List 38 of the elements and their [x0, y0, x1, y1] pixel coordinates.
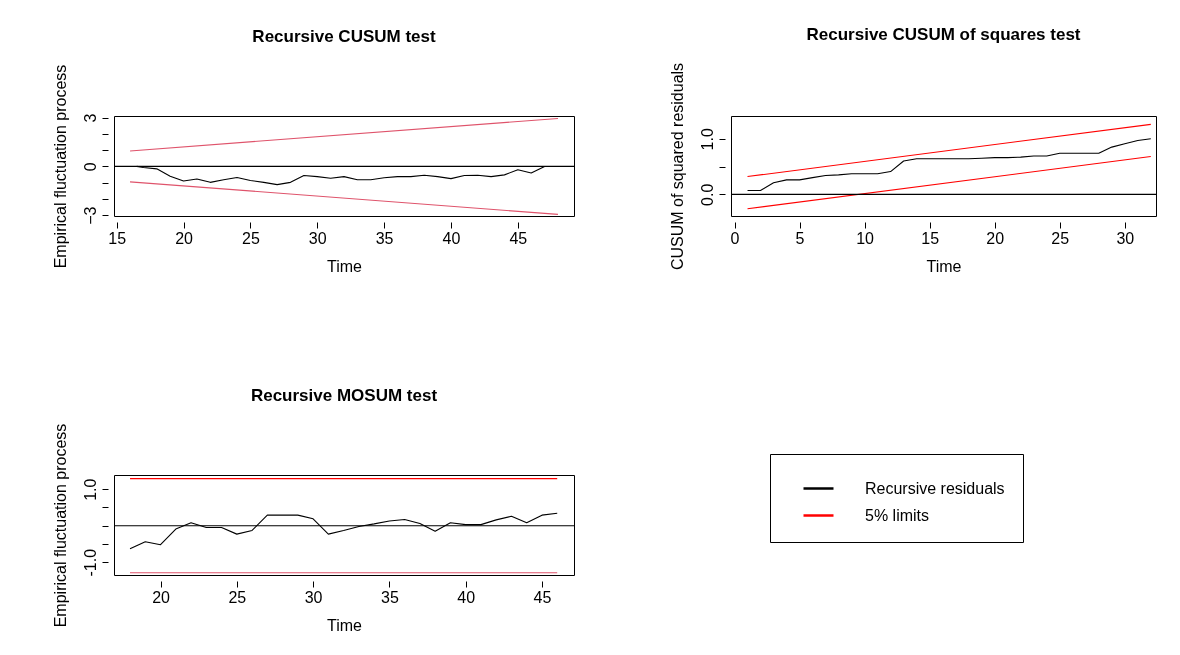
x-tick-label: 40 — [457, 588, 476, 606]
chart-title: Recursive CUSUM of squares test — [806, 25, 1081, 45]
x-tick-label: 5 — [795, 229, 805, 247]
x-tick-label: 0 — [730, 229, 740, 247]
legend-label: Recursive residuals — [865, 479, 1005, 497]
x-tick-label: 45 — [533, 588, 552, 606]
y-axis-title: CUSUM of squared residuals — [668, 62, 686, 271]
legend-label: 5% limits — [865, 506, 930, 524]
x-tick-label: 25 — [1051, 229, 1070, 247]
x-axis-title: Time — [926, 257, 962, 275]
x-tick-label: 35 — [380, 588, 399, 606]
chart-title: Recursive CUSUM test — [252, 27, 436, 47]
y-axis-title: Empirical fluctuation process — [51, 423, 69, 628]
y-tick-label: 0 — [81, 162, 99, 172]
x-tick-label: 25 — [228, 588, 247, 606]
x-axis-title: Time — [327, 616, 363, 634]
x-tick-label: 30 — [304, 588, 323, 606]
x-tick-label: 10 — [856, 229, 875, 247]
x-tick-label: 20 — [175, 229, 194, 247]
x-tick-label: 15 — [921, 229, 940, 247]
x-tick-label: 20 — [152, 588, 171, 606]
y-tick-label: 0.0 — [698, 183, 716, 206]
x-tick-label: 20 — [986, 229, 1005, 247]
x-tick-label: 40 — [442, 229, 461, 247]
x-tick-label: 25 — [242, 229, 260, 247]
y-tick-label: 1.0 — [698, 128, 716, 151]
x-tick-label: 30 — [1116, 229, 1135, 247]
x-axis-title: Time — [327, 257, 363, 275]
x-tick-label: 45 — [509, 229, 528, 247]
y-axis-title: Empirical fluctuation process — [51, 64, 69, 269]
chart-title: Recursive MOSUM test — [250, 386, 438, 406]
x-tick-label: 35 — [375, 229, 394, 247]
x-tick-label: 30 — [308, 229, 327, 247]
y-tick-label: -1.0 — [81, 548, 99, 577]
y-tick-label: −3 — [81, 206, 99, 225]
y-tick-label: 3 — [81, 113, 99, 123]
x-tick-label: 15 — [108, 229, 127, 247]
y-tick-label: 1.0 — [81, 478, 99, 501]
